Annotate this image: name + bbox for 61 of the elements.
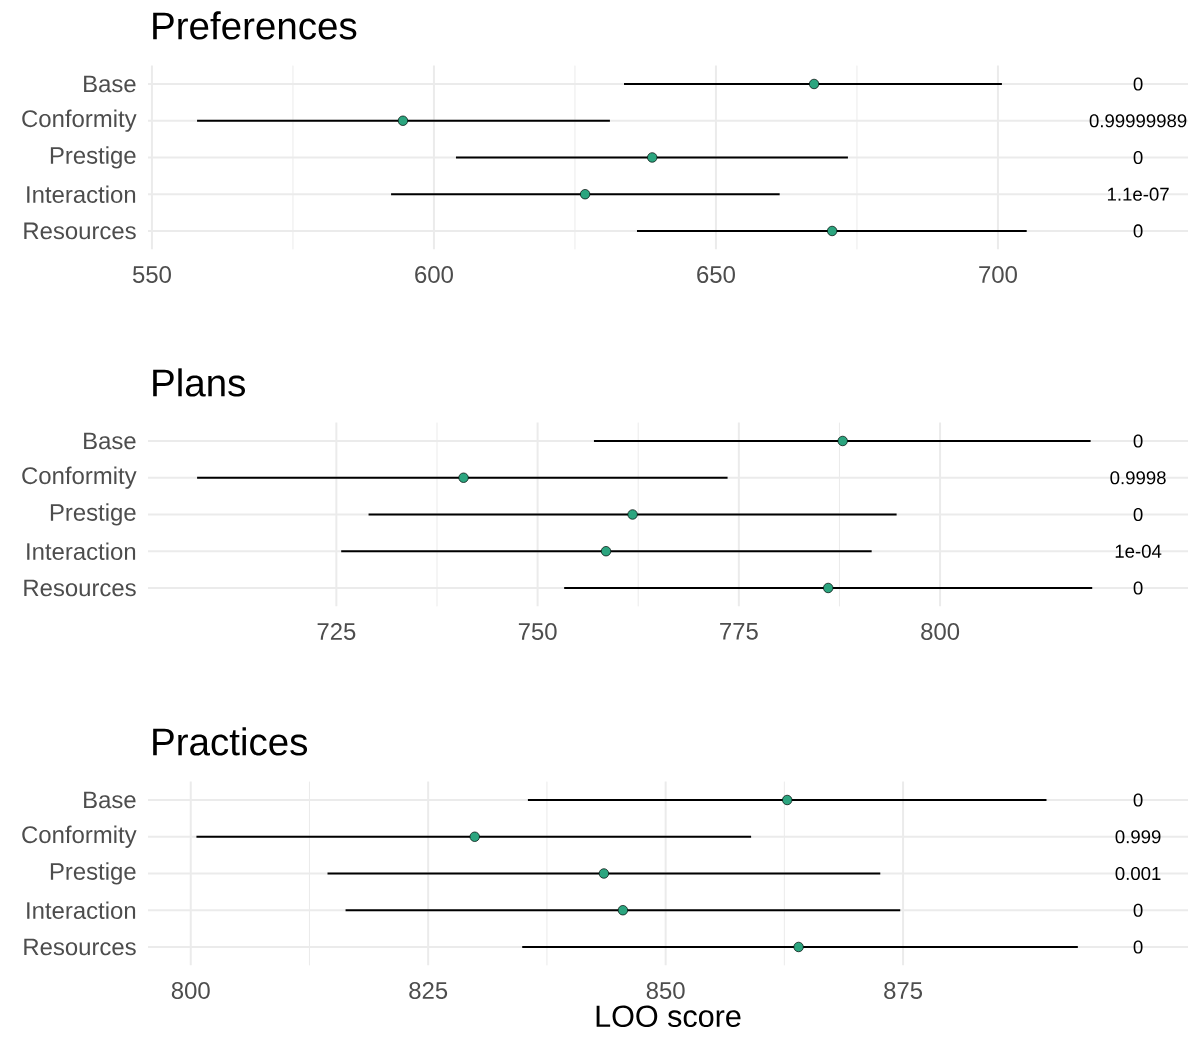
annotation: 0 <box>1133 150 1143 165</box>
y-tick-label: Base <box>84 791 136 809</box>
y-tick-label: Interaction <box>27 185 136 203</box>
point <box>600 546 612 557</box>
y-tick-label: Interaction <box>27 542 136 560</box>
point <box>627 509 638 520</box>
annotation: 0 <box>1133 224 1143 238</box>
annotation: 0.9998 <box>1110 471 1166 485</box>
annotation: 0.99999989 <box>1089 114 1187 128</box>
point <box>647 152 658 163</box>
y-tick-label: Conformity <box>22 466 137 489</box>
y-tick-label: Prestige <box>50 503 136 526</box>
annotation: 0 <box>1133 793 1143 807</box>
x-tick-label: 775 <box>720 623 758 640</box>
annotation: 0 <box>1133 77 1143 91</box>
point <box>827 225 838 237</box>
point <box>837 435 848 447</box>
point <box>782 794 793 806</box>
point <box>458 472 469 483</box>
annotation: 0.999 <box>1115 830 1161 844</box>
point <box>808 78 820 90</box>
x-axis-title: LOO score <box>596 1005 741 1028</box>
annotation: 1e-04 <box>1115 544 1162 558</box>
y-tick-label: Resources <box>24 938 136 956</box>
annotation: 0.001 <box>1115 866 1161 881</box>
chart-title: Practices <box>153 727 308 756</box>
chart-title: Preferences <box>153 11 357 40</box>
point <box>617 905 628 916</box>
y-tick-label: Base <box>84 75 136 93</box>
annotation: 0 <box>1133 507 1143 522</box>
x-tick-label: 650 <box>697 266 735 283</box>
x-tick-label: 725 <box>317 623 356 640</box>
annotation: 0 <box>1133 581 1143 595</box>
point <box>469 831 480 842</box>
point <box>598 868 610 879</box>
y-tick-label: Resources <box>24 222 136 240</box>
y-tick-label: Prestige <box>50 862 136 885</box>
x-tick-label: 800 <box>171 982 210 999</box>
y-tick-label: Conformity <box>22 109 137 132</box>
y-tick-label: Prestige <box>50 146 136 169</box>
annotation: 0 <box>1133 940 1143 954</box>
x-tick-label: 550 <box>132 266 171 283</box>
y-tick-label: Base <box>84 432 136 450</box>
y-tick-label: Conformity <box>22 825 137 848</box>
x-tick-label: 600 <box>415 266 453 283</box>
annotation: 0 <box>1133 434 1143 448</box>
point <box>823 582 834 594</box>
x-tick-label: 800 <box>921 623 960 640</box>
point <box>397 115 409 126</box>
y-tick-label: Interaction <box>27 901 136 920</box>
annotation: 1.1e-07 <box>1107 187 1169 201</box>
y-tick-label: Resources <box>24 579 136 597</box>
x-tick-label: 700 <box>979 266 1017 283</box>
x-tick-label: 825 <box>409 982 448 999</box>
annotation: 0 <box>1133 903 1143 917</box>
point <box>793 941 804 953</box>
x-tick-label: 875 <box>884 982 923 999</box>
chart-title: Plans <box>153 368 245 397</box>
x-tick-label: 750 <box>518 623 557 640</box>
point <box>579 189 591 200</box>
x-tick-label: 850 <box>646 982 685 999</box>
